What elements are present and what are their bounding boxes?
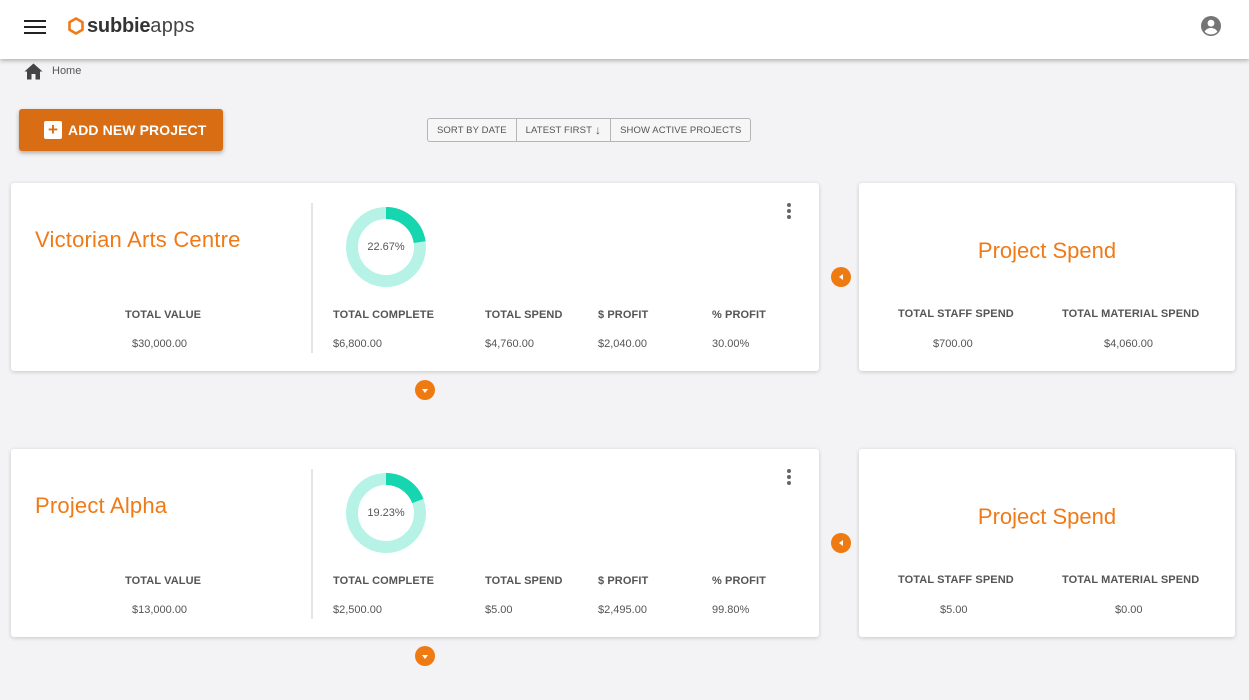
- breadcrumb-home-link[interactable]: Home: [52, 65, 82, 77]
- total-complete-value: $6,800.00: [333, 338, 382, 350]
- completion-percent-label: 19.23%: [367, 507, 405, 519]
- completion-donut: [346, 473, 426, 553]
- arrow-left-icon: [838, 540, 843, 546]
- logo-text-thin: apps: [150, 14, 195, 37]
- toggle-spend-panel-button[interactable]: [831, 267, 851, 287]
- profit-dollar-value: $2,495.00: [598, 604, 647, 616]
- more-vert-icon[interactable]: [783, 469, 795, 487]
- card-divider: [311, 469, 313, 619]
- total-value-label: TOTAL VALUE: [125, 575, 202, 587]
- card-divider: [311, 203, 313, 353]
- latest-first-label: LATEST FIRST: [525, 124, 592, 136]
- hexagon-logo-icon: [68, 17, 84, 35]
- total-staff-spend-label: TOTAL STAFF SPEND: [898, 574, 1014, 586]
- sort-by-date-button[interactable]: SORT BY DATE: [428, 119, 517, 141]
- more-vert-icon[interactable]: [783, 203, 795, 221]
- latest-first-button[interactable]: LATEST FIRST ↓: [517, 119, 612, 141]
- total-spend-value: $5.00: [485, 604, 513, 616]
- completion-percent-label: 22.67%: [367, 241, 405, 253]
- show-active-projects-label: SHOW ACTIVE PROJECTS: [620, 124, 742, 136]
- total-complete-label: TOTAL COMPLETE: [333, 309, 435, 321]
- breadcrumb: Home: [24, 60, 81, 82]
- sort-by-date-label: SORT BY DATE: [437, 124, 507, 136]
- total-value: $30,000.00: [132, 338, 188, 350]
- hamburger-menu-icon[interactable]: [24, 17, 46, 37]
- total-staff-spend-value: $700.00: [933, 338, 973, 350]
- total-spend-label: TOTAL SPEND: [485, 309, 563, 321]
- total-spend-label: TOTAL SPEND: [485, 575, 563, 587]
- total-material-spend-value: $0.00: [1115, 604, 1143, 616]
- toggle-spend-panel-button[interactable]: [831, 533, 851, 553]
- project-name[interactable]: Project Alpha: [35, 493, 168, 518]
- expand-project-button[interactable]: [415, 646, 435, 666]
- profit-dollar-label: $ PROFIT: [598, 575, 649, 587]
- account-circle-icon[interactable]: [1199, 14, 1223, 38]
- project-spend-card: Project Spend TOTAL STAFF SPEND $5.00 TO…: [859, 449, 1235, 637]
- project-card: Victorian Arts Centre 22.67% TOTAL VALUE…: [11, 183, 819, 371]
- profit-dollar-value: $2,040.00: [598, 338, 647, 350]
- total-material-spend-label: TOTAL MATERIAL SPEND: [1062, 308, 1200, 320]
- arrow-down-icon: [422, 388, 428, 393]
- expand-project-button[interactable]: [415, 380, 435, 400]
- total-complete-value: $2,500.00: [333, 604, 382, 616]
- project-spend-title: Project Spend: [977, 504, 1117, 529]
- arrow-down-icon: [422, 654, 428, 659]
- profit-percent-label: % PROFIT: [712, 575, 766, 587]
- total-staff-spend-value: $5.00: [940, 604, 968, 616]
- sort-filter-group: SORT BY DATE LATEST FIRST ↓ SHOW ACTIVE P…: [427, 118, 752, 142]
- completion-donut: [346, 207, 426, 287]
- logo-text-bold: subbie: [87, 14, 151, 37]
- home-icon[interactable]: [24, 63, 43, 80]
- profit-percent-value: 30.00%: [712, 338, 750, 350]
- total-value-label: TOTAL VALUE: [125, 309, 202, 321]
- arrow-down-icon: ↓: [594, 123, 602, 137]
- project-card: Project Alpha 19.23% TOTAL VALUE $13,000…: [11, 449, 819, 637]
- profit-percent-label: % PROFIT: [712, 309, 766, 321]
- logo[interactable]: subbie apps: [68, 13, 195, 39]
- total-value: $13,000.00: [132, 604, 188, 616]
- total-material-spend-value: $4,060.00: [1104, 338, 1153, 350]
- profit-dollar-label: $ PROFIT: [598, 309, 649, 321]
- project-name[interactable]: Victorian Arts Centre: [35, 227, 241, 252]
- add-new-project-button[interactable]: + ADD NEW PROJECT: [19, 109, 223, 151]
- project-spend-card: Project Spend TOTAL STAFF SPEND $700.00 …: [859, 183, 1235, 371]
- plus-icon: +: [44, 121, 62, 139]
- total-spend-value: $4,760.00: [485, 338, 534, 350]
- total-material-spend-label: TOTAL MATERIAL SPEND: [1062, 574, 1200, 586]
- profit-percent-value: 99.80%: [712, 604, 750, 616]
- arrow-left-icon: [838, 274, 843, 280]
- total-complete-label: TOTAL COMPLETE: [333, 575, 435, 587]
- add-new-project-label: ADD NEW PROJECT: [68, 122, 207, 138]
- show-active-projects-button[interactable]: SHOW ACTIVE PROJECTS: [611, 119, 750, 141]
- top-app-bar: subbie apps: [0, 0, 1249, 59]
- project-spend-title: Project Spend: [977, 238, 1117, 263]
- total-staff-spend-label: TOTAL STAFF SPEND: [898, 308, 1014, 320]
